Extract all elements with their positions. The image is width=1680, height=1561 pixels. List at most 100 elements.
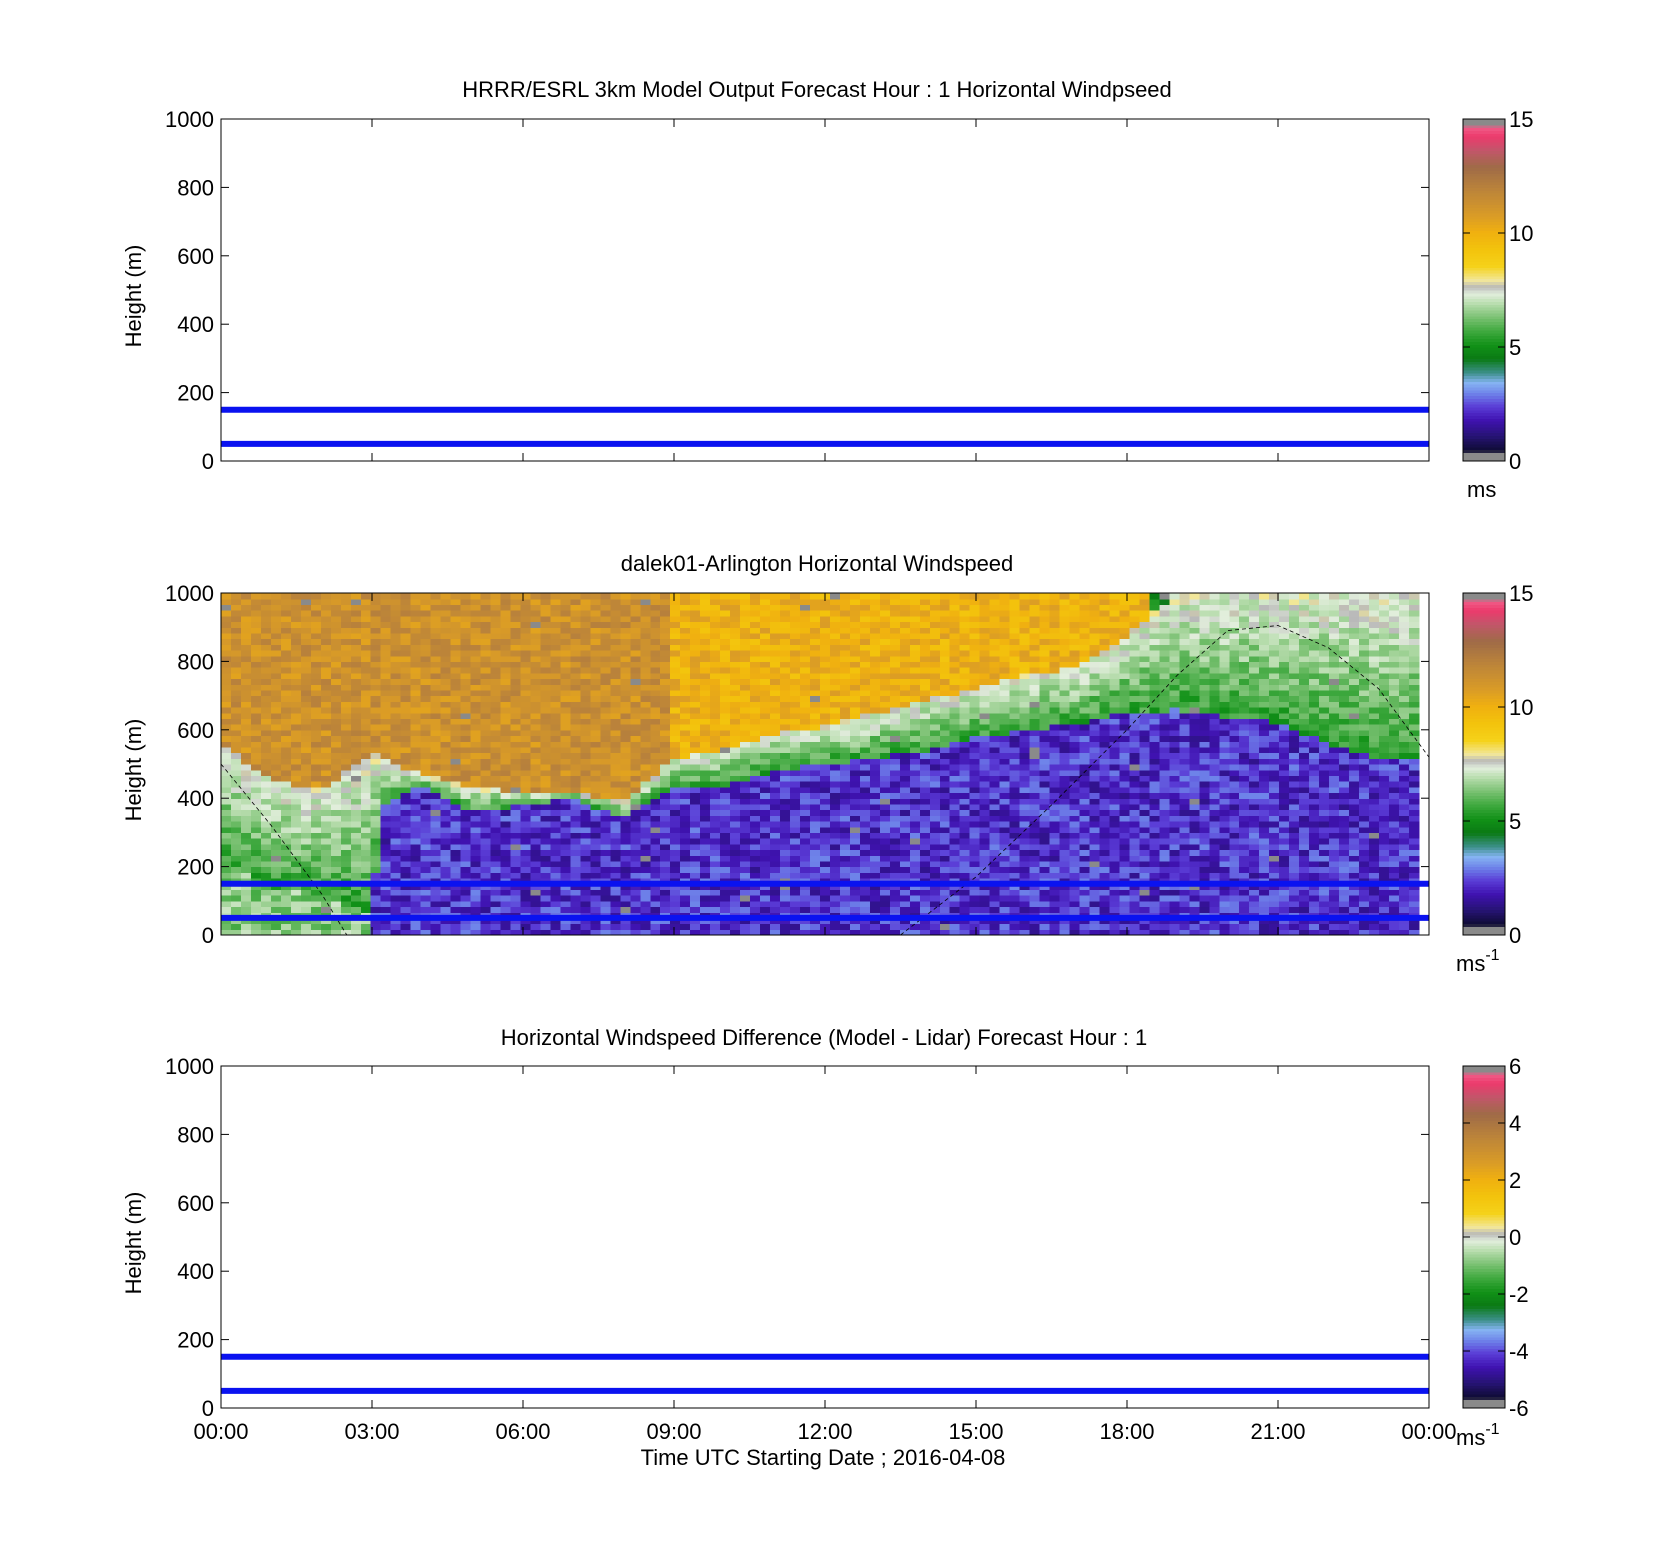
heatmap-cell bbox=[610, 735, 621, 742]
heatmap-cell bbox=[839, 615, 851, 623]
heatmap-cell bbox=[780, 786, 791, 794]
heatmap-cell bbox=[550, 632, 561, 640]
heatmap-cell bbox=[590, 729, 601, 737]
heatmap-cell bbox=[280, 610, 292, 617]
heatmap-cell bbox=[660, 638, 671, 645]
heatmap-cell bbox=[690, 849, 701, 856]
heatmap-cell bbox=[959, 729, 971, 737]
heatmap-cell bbox=[370, 638, 382, 645]
heatmap-cell bbox=[909, 832, 921, 839]
heatmap-cell bbox=[820, 900, 831, 908]
heatmap-cell bbox=[530, 746, 542, 754]
heatmap-cell bbox=[610, 838, 621, 845]
heatmap-cell bbox=[400, 615, 412, 623]
heatmap-cell bbox=[390, 695, 402, 702]
heatmap-cell bbox=[231, 593, 242, 600]
heatmap-cell bbox=[500, 593, 512, 600]
heatmap-cell bbox=[929, 769, 941, 776]
heatmap-cell bbox=[949, 746, 961, 754]
heatmap-cell bbox=[430, 644, 442, 651]
heatmap-cell bbox=[250, 729, 262, 737]
heatmap-cell bbox=[420, 872, 432, 879]
heatmap-cell bbox=[879, 729, 891, 737]
colorbar-swatch bbox=[1463, 233, 1505, 237]
heatmap-cell bbox=[640, 672, 651, 680]
heatmap-cell bbox=[520, 781, 532, 788]
heatmap-cell bbox=[939, 786, 951, 794]
heatmap-cell bbox=[740, 866, 751, 873]
heatmap-cell bbox=[410, 906, 422, 913]
heatmap-cell bbox=[430, 843, 442, 851]
heatmap-cell bbox=[640, 729, 651, 737]
heatmap-cell bbox=[480, 900, 492, 908]
heatmap-cell bbox=[820, 735, 831, 742]
heatmap-cell bbox=[440, 769, 452, 776]
heatmap-cell bbox=[260, 792, 272, 799]
heatmap-cell bbox=[290, 821, 302, 828]
heatmap-cell bbox=[740, 883, 751, 890]
heatmap-cell bbox=[919, 786, 931, 794]
heatmap-cell bbox=[221, 889, 232, 896]
heatmap-cell bbox=[300, 667, 312, 674]
heatmap-cell bbox=[919, 672, 931, 680]
heatmap-cell bbox=[440, 655, 452, 662]
heatmap-cell bbox=[680, 621, 691, 628]
heatmap-cell bbox=[420, 917, 432, 925]
heatmap-cell bbox=[520, 729, 532, 737]
heatmap-cell bbox=[610, 724, 621, 731]
heatmap-cell bbox=[260, 707, 272, 714]
heatmap-cell bbox=[420, 712, 432, 719]
heatmap-cell bbox=[400, 707, 412, 714]
heatmap-cell bbox=[829, 792, 841, 799]
heatmap-cell bbox=[270, 604, 282, 611]
heatmap-cell bbox=[800, 684, 811, 691]
heatmap-cell bbox=[620, 661, 631, 668]
heatmap-cell bbox=[300, 929, 312, 936]
heatmap-cell bbox=[720, 832, 731, 839]
heatmap-cell bbox=[360, 678, 372, 685]
heatmap-cell bbox=[899, 678, 911, 685]
heatmap-cell bbox=[490, 786, 502, 794]
heatmap-cell bbox=[410, 724, 422, 731]
heatmap-cell bbox=[630, 849, 641, 856]
heatmap-cell bbox=[849, 598, 861, 605]
heatmap-cell bbox=[810, 781, 821, 788]
heatmap-cell bbox=[260, 724, 272, 731]
heatmap-cell bbox=[460, 764, 472, 771]
heatmap-cell bbox=[231, 718, 242, 725]
heatmap-cell bbox=[790, 843, 801, 851]
heatmap-cell bbox=[839, 792, 851, 799]
heatmap-cell bbox=[780, 672, 791, 680]
heatmap-cell bbox=[909, 678, 921, 685]
heatmap-cell bbox=[300, 695, 312, 702]
heatmap-cell bbox=[630, 604, 641, 611]
heatmap-cell bbox=[740, 889, 751, 896]
heatmap-cell bbox=[829, 695, 841, 702]
heatmap-cell bbox=[560, 684, 571, 691]
heatmap-cell bbox=[859, 781, 871, 788]
heatmap-cell bbox=[380, 803, 392, 811]
heatmap-cell bbox=[290, 786, 302, 794]
heatmap-cell bbox=[839, 655, 851, 662]
heatmap-cell bbox=[510, 610, 522, 617]
heatmap-cell bbox=[410, 843, 422, 851]
heatmap-cell bbox=[500, 644, 512, 651]
heatmap-cell bbox=[610, 855, 621, 862]
heatmap-cell bbox=[810, 695, 821, 702]
heatmap-cell bbox=[670, 855, 681, 862]
heatmap-cell bbox=[820, 906, 831, 913]
heatmap-cell bbox=[710, 872, 721, 879]
lidar-panel-title: dalek01-Arlington Horizontal Windspeed bbox=[621, 551, 1014, 576]
heatmap-cell bbox=[869, 832, 881, 839]
heatmap-cell bbox=[859, 650, 871, 657]
heatmap-cell bbox=[221, 872, 232, 879]
heatmap-cell bbox=[260, 632, 272, 640]
heatmap-cell bbox=[929, 638, 941, 645]
heatmap-cell bbox=[620, 843, 631, 851]
heatmap-cell bbox=[580, 866, 591, 873]
heatmap-cell bbox=[899, 684, 911, 691]
heatmap-cell bbox=[730, 838, 741, 845]
colorbar-swatch bbox=[1463, 261, 1505, 265]
heatmap-cell bbox=[630, 729, 641, 737]
heatmap-cell bbox=[470, 860, 482, 868]
